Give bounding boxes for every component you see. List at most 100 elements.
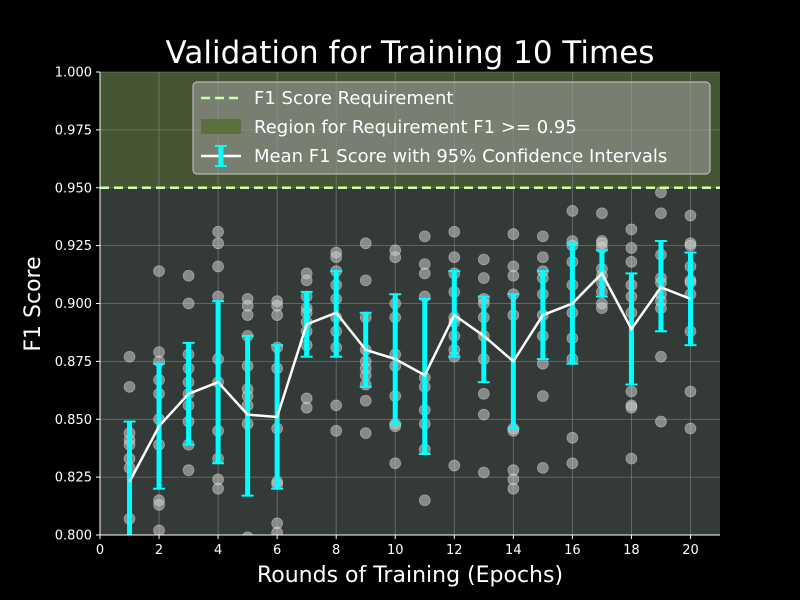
axes: 0 2 4 6 8 10 12 14 16 18 20 0.800 0.825 0.850 0.875 0.9…	[55, 66, 720, 558]
legend: F1 Score Requirement Region for Requirem…	[192, 81, 711, 175]
x-tick-label: 14	[505, 543, 522, 558]
x-tick-label: 12	[446, 543, 463, 558]
trial-point	[389, 457, 402, 470]
x-tick-label: 2	[155, 543, 163, 558]
x-tick-label: 8	[332, 543, 340, 558]
trial-point	[625, 452, 638, 465]
y-tick-label: 0.875	[55, 355, 92, 370]
chart-title: Validation for Training 10 Times	[166, 35, 655, 71]
trial-point	[625, 242, 638, 254]
trial-point	[153, 499, 165, 511]
y-tick-label: 0.900	[55, 297, 92, 312]
trial-point	[655, 207, 667, 220]
trial-point	[507, 269, 520, 282]
trial-point	[477, 466, 490, 479]
trial-point	[153, 265, 165, 277]
y-tick-label: 0.825	[55, 471, 92, 486]
x-tick-label: 18	[623, 543, 640, 558]
x-axis-label: Rounds of Training (Epochs)	[257, 563, 563, 588]
trial-point	[477, 387, 490, 400]
legend-mean-swatch	[201, 145, 241, 167]
trial-point	[596, 207, 608, 220]
x-tick-label: 10	[387, 543, 404, 558]
trial-point	[507, 482, 520, 495]
trial-point	[418, 494, 431, 507]
trial-point	[655, 415, 667, 428]
y-tick-label: 1.000	[55, 66, 92, 81]
trial-point	[212, 225, 224, 238]
trial-scatter-points	[123, 186, 697, 552]
trial-point	[536, 230, 549, 243]
trial-point	[389, 251, 402, 264]
mean-f1-line	[128, 271, 691, 483]
y-tick-label: 0.800	[55, 529, 92, 544]
trial-point	[212, 482, 224, 495]
trial-point	[330, 424, 343, 437]
trial-point	[330, 399, 343, 412]
trial-point	[477, 253, 490, 266]
trial-point	[153, 524, 165, 535]
trial-point	[477, 272, 490, 284]
trial-point	[182, 297, 195, 310]
trial-point	[448, 251, 461, 264]
trial-point	[359, 394, 372, 407]
trial-point	[359, 427, 372, 440]
trial-point	[536, 461, 549, 474]
trial-point	[123, 380, 136, 393]
y-tick-label: 0.975	[55, 123, 92, 138]
trial-point	[359, 237, 372, 250]
trial-point	[684, 209, 697, 222]
legend-box	[192, 81, 711, 175]
trial-point	[684, 422, 697, 435]
trial-point	[182, 269, 195, 282]
x-tick-label: 0	[96, 543, 104, 558]
trial-point	[507, 228, 520, 240]
x-tick-label: 4	[214, 543, 222, 558]
trial-point	[684, 239, 697, 252]
trial-point	[536, 251, 549, 264]
y-tick-label: 0.925	[55, 239, 92, 254]
y-axis-label: F1 Score	[21, 256, 46, 351]
x-tick-label: 20	[682, 543, 699, 558]
trial-point	[566, 204, 579, 217]
legend-region-label: Region for Requirement F1 >= 0.95	[254, 117, 577, 138]
trial-point	[625, 255, 638, 268]
trial-point	[182, 464, 195, 477]
trial-point	[212, 260, 224, 273]
trial-point	[212, 237, 224, 250]
trial-point	[625, 223, 638, 236]
trial-point	[330, 251, 343, 264]
x-tick-label: 6	[273, 543, 281, 558]
y-tick-label: 0.850	[55, 413, 92, 428]
trial-point	[241, 309, 254, 321]
trial-point	[125, 533, 134, 535]
trial-point	[271, 526, 284, 535]
trial-point	[625, 401, 638, 414]
trial-point	[448, 225, 461, 238]
trial-point	[124, 541, 135, 552]
legend-region-swatch	[201, 119, 241, 134]
trial-point	[684, 385, 697, 398]
trial-point	[655, 350, 667, 363]
legend-requirement-label: F1 Score Requirement	[254, 88, 453, 109]
trial-point	[359, 274, 372, 287]
trial-point	[123, 350, 136, 363]
trial-point	[418, 230, 431, 243]
trial-point	[566, 431, 579, 444]
x-tick-label: 16	[564, 543, 581, 558]
trial-point	[625, 385, 638, 398]
trial-point	[477, 408, 490, 421]
trial-point	[300, 401, 313, 414]
trial-point	[418, 267, 431, 280]
legend-mean-label: Mean F1 Score with 95% Confidence Interv…	[254, 146, 667, 167]
trial-point	[242, 531, 254, 535]
trial-point	[448, 459, 461, 472]
trial-point	[566, 457, 579, 470]
trial-point	[596, 302, 608, 315]
trial-point	[271, 309, 284, 321]
trial-point	[536, 390, 549, 403]
y-tick-label: 0.950	[55, 181, 92, 196]
trial-point	[300, 274, 313, 287]
